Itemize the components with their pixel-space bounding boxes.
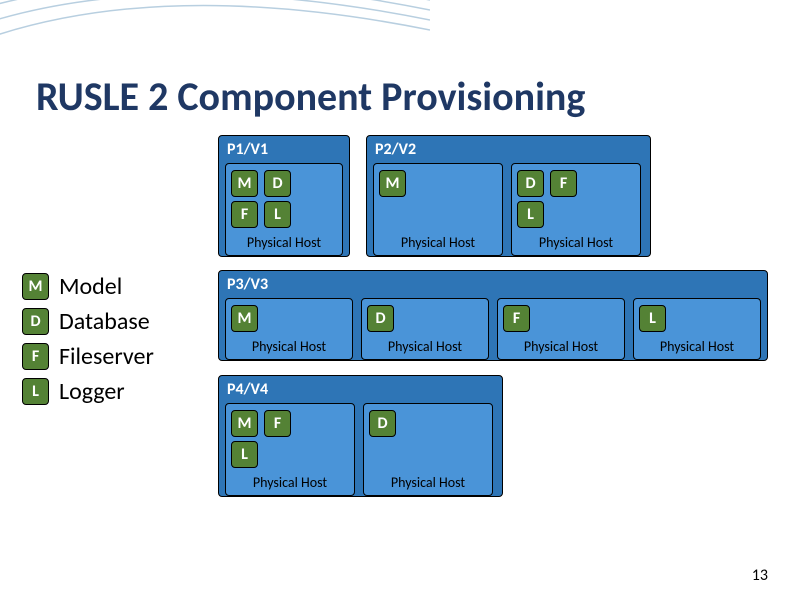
host-label: Physical Host — [517, 232, 635, 253]
host-label: Physical Host — [231, 472, 349, 493]
chip-l: L — [231, 441, 258, 468]
host-label: Physical Host — [369, 472, 487, 493]
chip-l: L — [639, 305, 666, 332]
legend-label-logger: Logger — [59, 377, 125, 406]
chip-d: D — [367, 305, 394, 332]
block-title-p1v1: P1/V1 — [225, 140, 343, 163]
chip-l: L — [517, 201, 544, 228]
host-label: Physical Host — [231, 336, 347, 357]
host-p4v4-1: D Physical Host — [363, 403, 493, 496]
host-p2v2-0: M Physical Host — [373, 163, 503, 256]
host-label: Physical Host — [639, 336, 755, 357]
legend-label-fileserver: Fileserver — [59, 342, 154, 371]
host-label: Physical Host — [503, 336, 619, 357]
block-title-p2v2: P2/V2 — [373, 140, 644, 163]
chip-d: D — [517, 170, 544, 197]
block-p4v4: P4/V4 M F L Physical Host D Physical Hos… — [218, 375, 503, 497]
chip-f: F — [550, 170, 577, 197]
chip-d: D — [369, 410, 396, 437]
legend: M Model D Database F Fileserver L Logger — [22, 272, 154, 406]
chip-m: M — [231, 410, 258, 437]
chip-m: M — [231, 305, 258, 332]
block-p2v2: P2/V2 M Physical Host D F L Physical Hos… — [366, 135, 651, 257]
chip-fileserver: F — [22, 343, 49, 370]
host-label: Physical Host — [379, 232, 497, 253]
host-p1v1-0: M D F L Physical Host — [225, 163, 343, 256]
block-title-p3v3: P3/V3 — [225, 275, 761, 298]
chip-m: M — [379, 170, 406, 197]
chip-database: D — [22, 308, 49, 335]
host-p3v3-2: F Physical Host — [497, 298, 625, 360]
page-title: RUSLE 2 Component Provisioning — [36, 72, 585, 121]
chip-f: F — [231, 201, 258, 228]
host-p2v2-1: D F L Physical Host — [511, 163, 641, 256]
chip-m: M — [231, 170, 258, 197]
host-p3v3-0: M Physical Host — [225, 298, 353, 360]
chip-f: F — [503, 305, 530, 332]
chip-f: F — [264, 410, 291, 437]
host-p3v3-3: L Physical Host — [633, 298, 761, 360]
block-p1v1: P1/V1 M D F L Physical Host — [218, 135, 350, 257]
legend-row-fileserver: F Fileserver — [22, 342, 154, 371]
host-label: Physical Host — [231, 232, 337, 253]
legend-row-model: M Model — [22, 272, 154, 301]
chip-model: M — [22, 273, 49, 300]
legend-label-database: Database — [59, 307, 150, 336]
legend-row-database: D Database — [22, 307, 154, 336]
legend-row-logger: L Logger — [22, 377, 154, 406]
chip-d: D — [264, 170, 291, 197]
chip-logger: L — [22, 378, 49, 405]
legend-label-model: Model — [59, 272, 122, 301]
chip-l: L — [264, 201, 291, 228]
block-p3v3: P3/V3 M Physical Host D Physical Host F … — [218, 270, 768, 361]
page-number: 13 — [752, 566, 768, 585]
block-title-p4v4: P4/V4 — [225, 380, 496, 403]
host-label: Physical Host — [367, 336, 483, 357]
host-p4v4-0: M F L Physical Host — [225, 403, 355, 496]
host-p3v3-1: D Physical Host — [361, 298, 489, 360]
